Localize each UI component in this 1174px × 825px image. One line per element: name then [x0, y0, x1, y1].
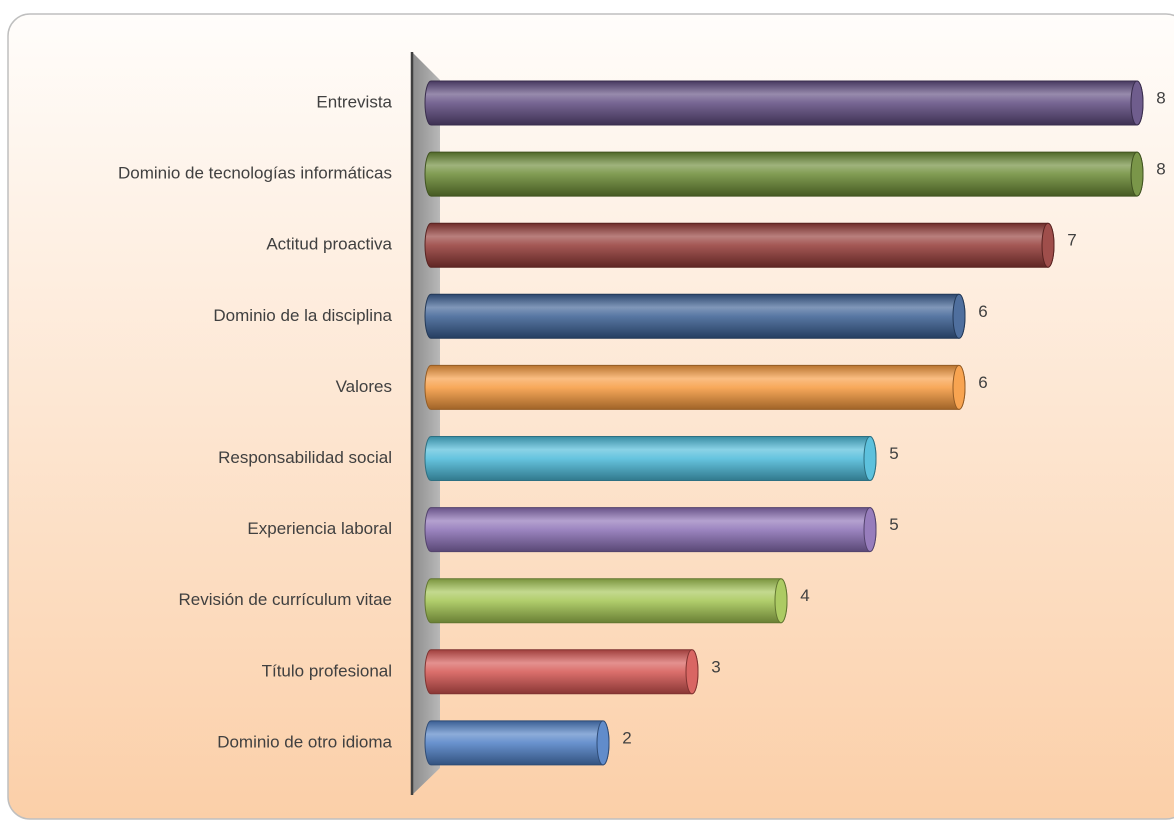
category-label: Valores [336, 377, 392, 396]
bar [424, 364, 966, 410]
value-label: 3 [711, 657, 720, 676]
bar-cap [1130, 80, 1144, 126]
chart-background [7, 13, 1174, 820]
category-label: Revisión de currículum vitae [178, 590, 392, 609]
category-label: Título profesional [262, 661, 392, 680]
value-label: 7 [1067, 231, 1076, 250]
bar-cap [863, 436, 877, 481]
category-label: Responsabilidad social [218, 448, 392, 467]
value-label: 4 [800, 586, 809, 605]
bar [424, 151, 1144, 197]
value-label: 5 [889, 444, 898, 463]
bar-cap [863, 507, 877, 553]
bar-cap [774, 578, 788, 624]
bar [424, 507, 877, 553]
category-label: Actitud proactiva [266, 235, 392, 254]
value-label: 2 [622, 728, 631, 747]
bar [424, 293, 966, 339]
bar-cap [952, 364, 966, 410]
category-label: Dominio de otro idioma [217, 732, 392, 751]
value-label: 6 [978, 302, 987, 321]
bar [424, 222, 1055, 268]
category-label: Entrevista [316, 92, 392, 111]
value-label: 8 [1156, 160, 1165, 179]
category-label: Dominio de tecnologías informáticas [118, 164, 392, 183]
bar-cap [952, 293, 966, 339]
bar [424, 578, 788, 624]
value-label: 6 [978, 373, 987, 392]
value-label: 5 [889, 515, 898, 534]
bar-cap [1130, 151, 1144, 197]
value-label: 8 [1156, 88, 1165, 107]
bar [424, 80, 1144, 126]
bar-cap [1041, 222, 1055, 268]
bar-cap [685, 649, 699, 695]
bar-cap [596, 720, 610, 766]
bar [424, 436, 877, 481]
category-label: Dominio de la disciplina [213, 306, 392, 325]
bar [424, 649, 699, 695]
category-label: Experiencia laboral [247, 519, 392, 538]
bar [424, 720, 610, 766]
